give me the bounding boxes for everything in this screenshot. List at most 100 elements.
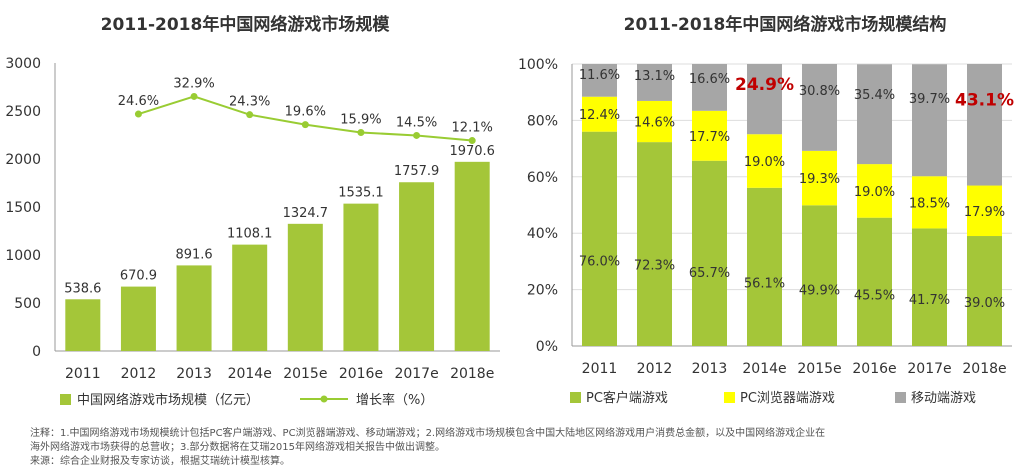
stacked-bar-pc-client	[802, 205, 837, 346]
x-tick-label: 2014e	[742, 361, 786, 377]
stacked-bar-pc-client	[747, 187, 782, 346]
x-tick-label: 2013	[176, 366, 212, 382]
growth-rate-point	[468, 137, 476, 145]
footnote-line-2: 海外网络游戏市场获得的总营收；3.部分数据将在艾瑞2015年网络游戏相关报告中做…	[30, 442, 445, 453]
segment-value-label: 24.9%	[735, 75, 794, 95]
legend-label-pc-client: PC客户端游戏	[586, 390, 668, 406]
left-chart-title: 2011-2018年中国网络游戏市场规模	[101, 14, 391, 35]
x-tick-label: 2017e	[394, 366, 438, 382]
bar	[287, 223, 323, 351]
x-tick-label: 2012	[637, 361, 673, 377]
line-value-label: 24.6%	[118, 94, 159, 109]
segment-value-label: 65.7%	[689, 266, 730, 281]
segment-value-label: 17.7%	[689, 130, 730, 145]
segment-value-label: 49.9%	[799, 284, 840, 299]
stacked-bar-pc-client	[582, 131, 617, 346]
segment-value-label: 19.3%	[799, 172, 840, 187]
line-value-label: 24.3%	[229, 95, 270, 110]
bar-value-label: 1535.1	[338, 186, 384, 201]
source-note: 来源：综合企业财报及专家访谈，根据艾瑞统计模型核算。	[30, 456, 290, 467]
segment-value-label: 45.5%	[854, 289, 895, 304]
stacked-bar-mobile	[582, 64, 617, 97]
y-tick-label: 80%	[527, 113, 558, 129]
right-chart-title: 2011-2018年中国网络游戏市场规模结构	[624, 14, 947, 35]
stacked-bar-pc-browser	[692, 110, 727, 161]
y-tick-label: 40%	[527, 226, 558, 242]
bar	[65, 299, 101, 351]
market-structure-chart: 2011-2018年中国网络游戏市场规模结构 0% 20% 40% 60% 80% 100…	[518, 14, 1014, 406]
stacked-bar-pc-client	[912, 228, 947, 346]
y-tick-label: 2000	[5, 152, 41, 168]
legend-swatch-mobile	[895, 392, 906, 403]
market-size-chart: 2011-2018年中国网络游戏市场规模 0 500 1000 1500 2000 250…	[5, 14, 500, 408]
stacked-bar-pc-browser	[582, 96, 617, 132]
y-tick-label: 0	[32, 344, 41, 360]
bar	[176, 265, 212, 351]
bar	[399, 182, 435, 351]
legend-label-market-size: 中国网络游戏市场规模（亿元）	[77, 392, 259, 408]
x-tick-label: 2013	[692, 361, 728, 377]
bar-value-label: 1757.9	[394, 164, 440, 179]
bar	[343, 203, 379, 351]
stacked-bar-mobile	[967, 64, 1002, 186]
segment-value-label: 41.7%	[909, 293, 950, 308]
bar-value-label: 1970.6	[449, 144, 495, 159]
y-tick-label: 100%	[518, 57, 558, 73]
legend-swatch-pc-browser	[724, 392, 735, 403]
stacked-bar-mobile	[857, 64, 892, 165]
x-tick-label: 2011	[65, 366, 101, 382]
y-tick-label: 500	[14, 296, 41, 312]
segment-value-label: 13.1%	[634, 69, 675, 84]
stacked-bar-pc-browser	[857, 164, 892, 218]
bar	[232, 244, 268, 351]
stacked-bar-pc-client	[967, 236, 1002, 346]
stacked-bar-pc-client	[857, 217, 892, 346]
stacked-bar-pc-browser	[802, 150, 837, 206]
x-tick-label: 2018e	[962, 361, 1006, 377]
y-tick-label: 2500	[5, 104, 41, 120]
bar	[454, 161, 490, 351]
x-tick-label: 2014e	[228, 366, 272, 382]
legend-label-growth-rate: 增长率（%）	[356, 392, 433, 408]
segment-value-label: 12.4%	[579, 108, 620, 123]
x-tick-label: 2018e	[450, 366, 494, 382]
legend-label-pc-browser: PC浏览器端游戏	[740, 390, 835, 406]
growth-rate-point	[357, 128, 365, 136]
footnote-line-1: 注释：1.中国网络游戏市场规模统计包括PC客户端游戏、PC浏览器端游戏、移动端游…	[30, 428, 826, 439]
segment-value-label: 17.9%	[964, 205, 1005, 220]
line-value-label: 14.5%	[396, 115, 437, 130]
y-tick-label: 0%	[536, 339, 558, 355]
segment-value-label: 43.1%	[955, 90, 1014, 110]
growth-rate-point	[301, 121, 309, 129]
bar-value-label: 1324.7	[283, 206, 329, 221]
segment-value-label: 39.0%	[964, 296, 1005, 311]
stacked-bar-mobile	[692, 64, 727, 111]
x-tick-label: 2016e	[852, 361, 896, 377]
y-tick-label: 20%	[527, 283, 558, 299]
segment-value-label: 19.0%	[854, 185, 895, 200]
segment-value-label: 14.6%	[634, 116, 675, 131]
y-tick-label: 3000	[5, 56, 41, 72]
segment-value-label: 18.5%	[909, 196, 950, 211]
stacked-bar-pc-browser	[912, 176, 947, 229]
growth-rate-point	[246, 111, 254, 119]
line-value-label: 32.9%	[173, 76, 214, 91]
segment-value-label: 19.0%	[744, 155, 785, 170]
bar-value-label: 538.6	[64, 281, 101, 296]
growth-rate-point	[134, 110, 142, 118]
stacked-bar-mobile	[637, 64, 672, 101]
x-tick-label: 2015e	[797, 361, 841, 377]
segment-value-label: 16.6%	[689, 72, 730, 87]
x-tick-label: 2015e	[283, 366, 327, 382]
line-value-label: 15.9%	[340, 112, 381, 127]
stacked-bar-pc-browser	[747, 134, 782, 188]
segment-value-label: 30.8%	[799, 84, 840, 99]
line-value-label: 12.1%	[452, 121, 493, 136]
stacked-bar-pc-browser	[967, 185, 1002, 237]
bar-value-label: 891.6	[175, 247, 212, 262]
stacked-bar-mobile	[912, 64, 947, 177]
bar-value-label: 1108.1	[227, 227, 273, 242]
growth-rate-point	[413, 131, 421, 139]
bar	[120, 286, 156, 351]
